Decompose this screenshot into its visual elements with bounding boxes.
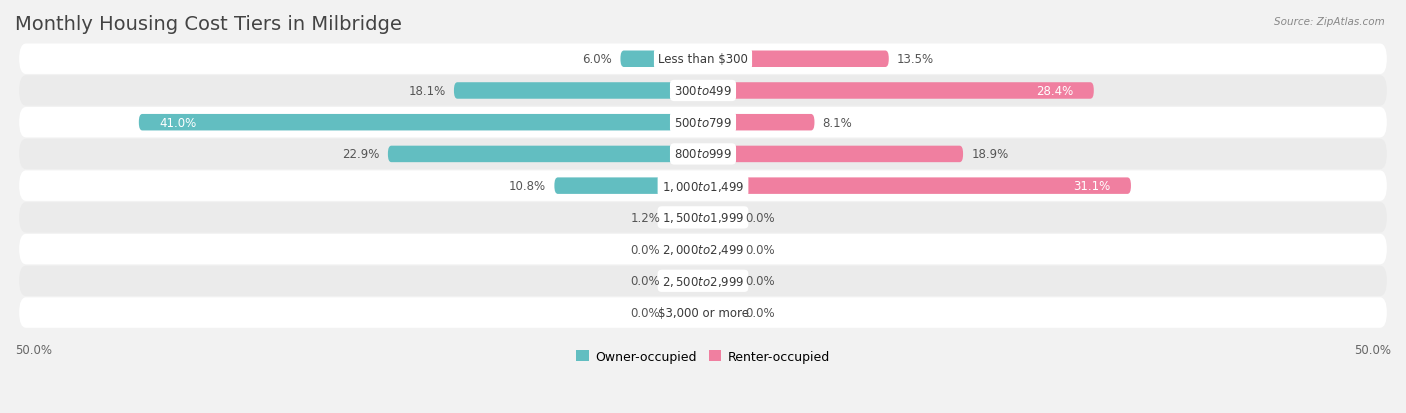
Text: 41.0%: 41.0% [159, 116, 197, 129]
Text: $3,000 or more: $3,000 or more [658, 306, 748, 319]
FancyBboxPatch shape [388, 146, 703, 163]
FancyBboxPatch shape [454, 83, 703, 100]
Text: 50.0%: 50.0% [15, 343, 52, 356]
Text: $800 to $999: $800 to $999 [673, 148, 733, 161]
Text: 28.4%: 28.4% [1036, 85, 1073, 98]
FancyBboxPatch shape [20, 139, 1386, 170]
Text: 10.8%: 10.8% [509, 180, 546, 193]
Text: Monthly Housing Cost Tiers in Milbridge: Monthly Housing Cost Tiers in Milbridge [15, 15, 402, 34]
Text: $500 to $799: $500 to $799 [673, 116, 733, 129]
FancyBboxPatch shape [703, 273, 737, 290]
FancyBboxPatch shape [20, 266, 1386, 297]
Text: 0.0%: 0.0% [631, 243, 661, 256]
Text: $2,500 to $2,999: $2,500 to $2,999 [662, 274, 744, 288]
Text: Less than $300: Less than $300 [658, 53, 748, 66]
Text: 0.0%: 0.0% [745, 243, 775, 256]
FancyBboxPatch shape [703, 51, 889, 68]
Text: $2,000 to $2,499: $2,000 to $2,499 [662, 242, 744, 256]
FancyBboxPatch shape [20, 108, 1386, 138]
Text: 0.0%: 0.0% [631, 306, 661, 319]
FancyBboxPatch shape [703, 115, 814, 131]
FancyBboxPatch shape [620, 51, 703, 68]
FancyBboxPatch shape [669, 304, 703, 321]
FancyBboxPatch shape [20, 298, 1386, 328]
Text: 50.0%: 50.0% [1354, 343, 1391, 356]
Text: $1,500 to $1,999: $1,500 to $1,999 [662, 211, 744, 225]
FancyBboxPatch shape [703, 146, 963, 163]
Text: 1.2%: 1.2% [630, 211, 661, 224]
Text: 22.9%: 22.9% [342, 148, 380, 161]
FancyBboxPatch shape [669, 273, 703, 290]
Text: 0.0%: 0.0% [745, 275, 775, 287]
FancyBboxPatch shape [669, 241, 703, 258]
Text: 18.9%: 18.9% [972, 148, 1008, 161]
FancyBboxPatch shape [554, 178, 703, 195]
FancyBboxPatch shape [703, 178, 1130, 195]
FancyBboxPatch shape [20, 203, 1386, 233]
Text: $1,000 to $1,499: $1,000 to $1,499 [662, 179, 744, 193]
FancyBboxPatch shape [20, 76, 1386, 107]
FancyBboxPatch shape [703, 304, 737, 321]
FancyBboxPatch shape [703, 83, 1094, 100]
Text: 0.0%: 0.0% [745, 211, 775, 224]
FancyBboxPatch shape [20, 171, 1386, 202]
Text: 8.1%: 8.1% [823, 116, 852, 129]
FancyBboxPatch shape [703, 241, 737, 258]
FancyBboxPatch shape [703, 210, 737, 226]
FancyBboxPatch shape [139, 115, 703, 131]
FancyBboxPatch shape [669, 210, 703, 226]
Text: 13.5%: 13.5% [897, 53, 934, 66]
Text: 6.0%: 6.0% [582, 53, 612, 66]
Text: Source: ZipAtlas.com: Source: ZipAtlas.com [1274, 17, 1385, 26]
Text: 31.1%: 31.1% [1073, 180, 1111, 193]
Text: $300 to $499: $300 to $499 [673, 85, 733, 98]
Text: 18.1%: 18.1% [408, 85, 446, 98]
FancyBboxPatch shape [20, 234, 1386, 265]
FancyBboxPatch shape [20, 45, 1386, 75]
Text: 0.0%: 0.0% [631, 275, 661, 287]
Legend: Owner-occupied, Renter-occupied: Owner-occupied, Renter-occupied [571, 345, 835, 368]
Text: 0.0%: 0.0% [745, 306, 775, 319]
